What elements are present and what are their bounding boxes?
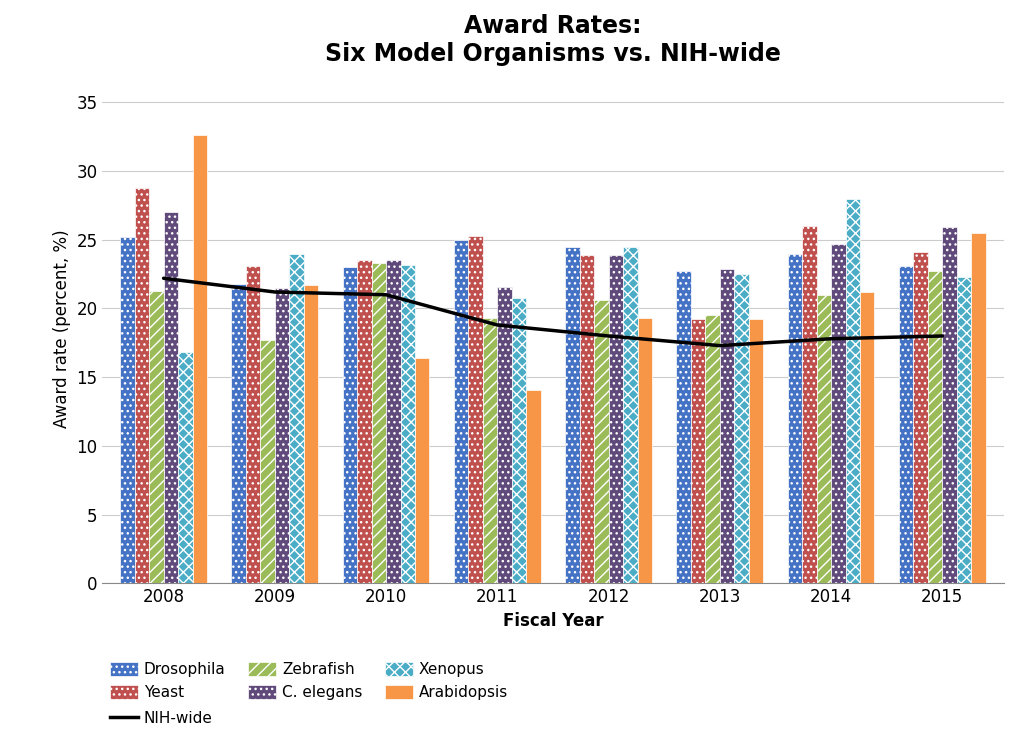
- Legend: NIH-wide: NIH-wide: [110, 711, 213, 726]
- Bar: [343, 267, 357, 583]
- Bar: [454, 240, 468, 583]
- Bar: [164, 212, 178, 583]
- Bar: [498, 286, 512, 583]
- Bar: [720, 269, 734, 583]
- Bar: [260, 340, 274, 583]
- Bar: [386, 260, 400, 583]
- Bar: [956, 277, 971, 583]
- Bar: [638, 318, 652, 583]
- Bar: [691, 319, 706, 583]
- Y-axis label: Award rate (percent, %): Award rate (percent, %): [53, 230, 71, 429]
- Bar: [400, 265, 415, 583]
- Bar: [357, 260, 372, 583]
- Bar: [846, 198, 860, 583]
- Bar: [899, 266, 913, 583]
- Bar: [749, 319, 763, 583]
- Bar: [831, 244, 846, 583]
- Bar: [677, 272, 691, 583]
- Bar: [608, 255, 623, 583]
- Bar: [178, 352, 193, 583]
- Bar: [512, 298, 526, 583]
- Bar: [942, 227, 956, 583]
- Bar: [526, 390, 541, 583]
- Bar: [928, 272, 942, 583]
- Bar: [565, 247, 580, 583]
- Bar: [802, 226, 816, 583]
- Bar: [580, 255, 594, 583]
- Bar: [483, 318, 498, 583]
- Bar: [231, 283, 246, 583]
- Bar: [246, 266, 260, 583]
- Bar: [734, 274, 749, 583]
- Bar: [468, 236, 483, 583]
- Bar: [623, 247, 638, 583]
- Bar: [860, 292, 874, 583]
- Bar: [706, 316, 720, 583]
- Title: Award Rates:
Six Model Organisms vs. NIH-wide: Award Rates: Six Model Organisms vs. NIH…: [325, 14, 781, 66]
- X-axis label: Fiscal Year: Fiscal Year: [503, 612, 603, 630]
- Bar: [290, 254, 304, 583]
- Bar: [274, 288, 290, 583]
- Bar: [415, 358, 429, 583]
- Bar: [913, 252, 928, 583]
- Bar: [150, 291, 164, 583]
- Bar: [304, 285, 318, 583]
- Bar: [787, 254, 802, 583]
- Bar: [372, 263, 386, 583]
- Bar: [816, 295, 831, 583]
- Bar: [594, 300, 608, 583]
- Bar: [135, 188, 150, 583]
- Bar: [971, 233, 986, 583]
- Bar: [193, 135, 207, 583]
- Bar: [120, 237, 135, 583]
